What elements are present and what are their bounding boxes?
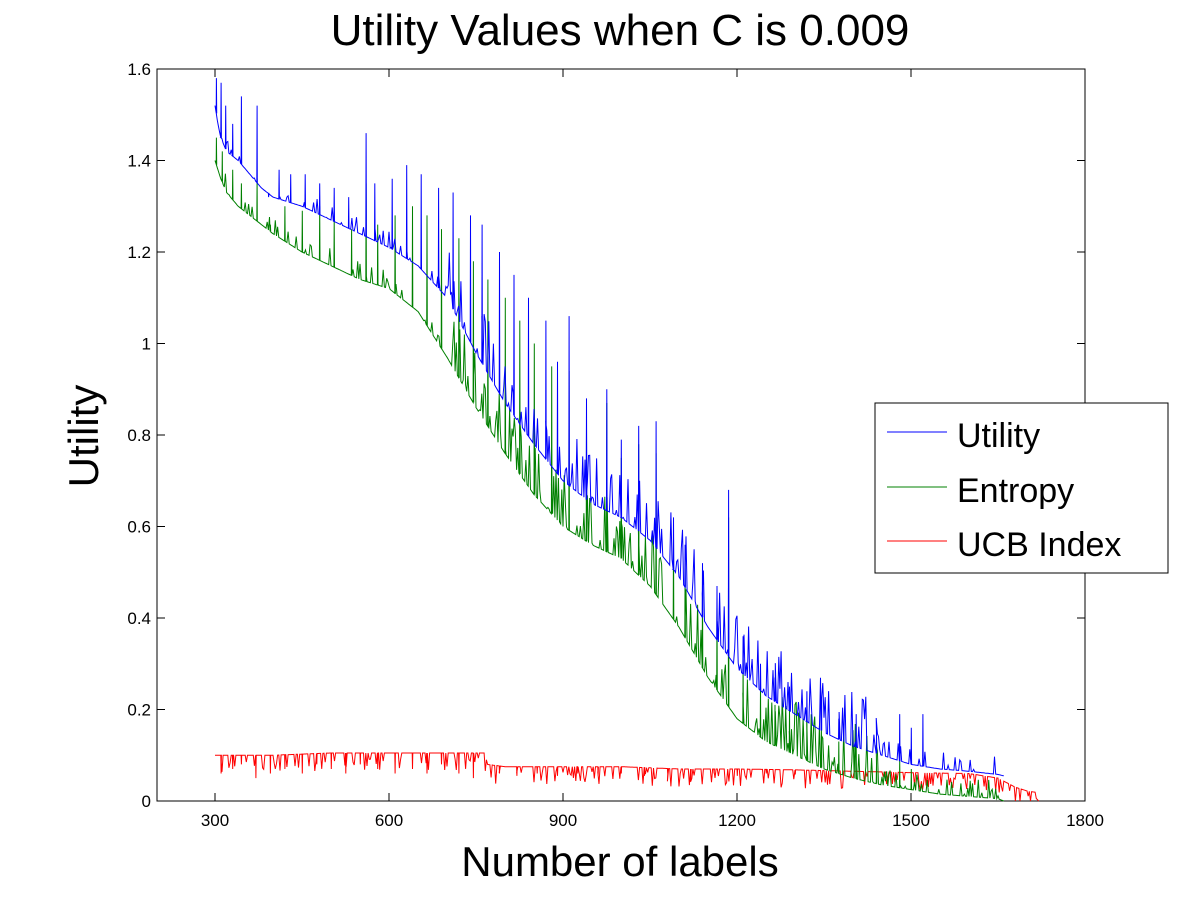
legend-label-utility: Utility — [957, 417, 1040, 455]
y-tick-label: 0.6 — [127, 518, 151, 537]
chart-title: Utility Values when C is 0.009 — [331, 6, 910, 55]
y-tick-label: 1.2 — [127, 243, 151, 262]
series-layer — [214, 78, 1039, 802]
x-tick-label: 600 — [375, 811, 403, 830]
series-line-utility — [214, 78, 1004, 777]
y-tick-label: 0.4 — [127, 609, 151, 628]
y-tick-label: 0 — [142, 792, 151, 811]
axes: 300 600 900 1200 1500 1800 0 0.2 0.4 0.6 0.8 1 1.2 1.… — [127, 60, 1104, 830]
x-tick-label: 1500 — [892, 811, 930, 830]
legend-box — [874, 402, 1169, 574]
legend: Utility Entropy UCB Index — [874, 402, 1169, 574]
y-tick-label: 1.4 — [127, 152, 151, 171]
y-axis-label: Utility — [60, 385, 107, 488]
x-tick-label: 300 — [201, 811, 229, 830]
y-tick-label: 0.8 — [127, 426, 151, 445]
y-tick-label: 0.2 — [127, 701, 151, 720]
x-axis-label: Number of labels — [461, 838, 778, 885]
legend-label-entropy: Entropy — [957, 472, 1074, 510]
x-tick-label: 1200 — [718, 811, 756, 830]
y-tick-label: 1.6 — [127, 60, 151, 79]
x-tick-label: 1800 — [1066, 811, 1104, 830]
legend-label-ucb-index: UCB Index — [957, 526, 1121, 564]
x-tick-label: 900 — [549, 811, 577, 830]
y-tick-label: 1 — [142, 335, 151, 354]
series-line-entropy — [214, 137, 1004, 802]
